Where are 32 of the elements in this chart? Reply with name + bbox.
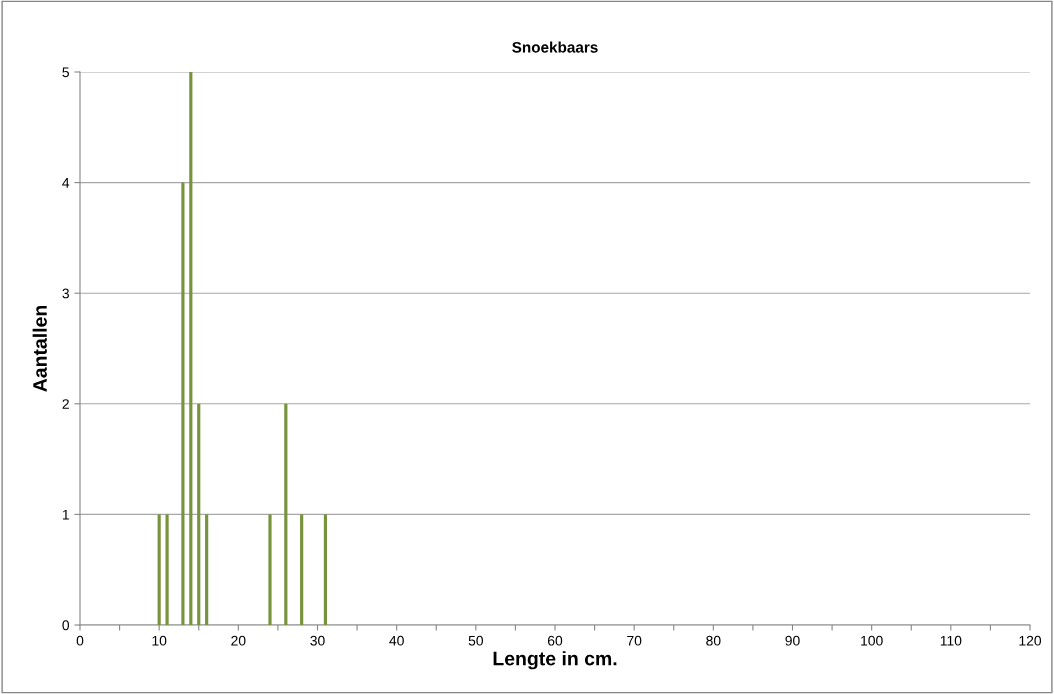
y-axis-title: Aantallen (32, 305, 47, 392)
x-tick-label: 30 (310, 635, 325, 646)
bar (205, 514, 209, 625)
x-tick-label: 60 (547, 635, 563, 646)
y-tick-label: 2 (62, 399, 69, 409)
x-tick-label: 120 (1019, 635, 1042, 646)
x-tick-label: 100 (861, 635, 883, 646)
x-tick-label: 50 (468, 635, 484, 646)
y-tick-label: 4 (62, 178, 70, 188)
bar (284, 403, 288, 625)
x-tick-label: 10 (152, 635, 167, 646)
bar (189, 72, 193, 625)
bar (323, 514, 327, 625)
y-tick-label: 3 (62, 288, 69, 299)
y-tick-label: 5 (62, 67, 69, 78)
x-axis-title: Lengte in cm. (493, 651, 617, 670)
x-tick-label: 0 (76, 635, 84, 646)
bar (268, 514, 272, 625)
x-tick-label: 20 (231, 635, 246, 646)
chart-title: Snoekbaars (512, 41, 598, 53)
x-tick-label: 110 (940, 635, 962, 646)
y-tick-label: 1 (62, 509, 69, 520)
x-tick-label: 70 (627, 635, 642, 646)
bar (165, 514, 169, 625)
bar (300, 514, 304, 625)
y-tick-label: 0 (62, 620, 70, 631)
x-tick-label: 90 (785, 635, 800, 646)
bar (197, 403, 201, 625)
x-tick-label: 80 (706, 635, 721, 646)
bar (157, 514, 161, 625)
bar (181, 182, 185, 625)
x-tick-label: 40 (389, 635, 404, 646)
